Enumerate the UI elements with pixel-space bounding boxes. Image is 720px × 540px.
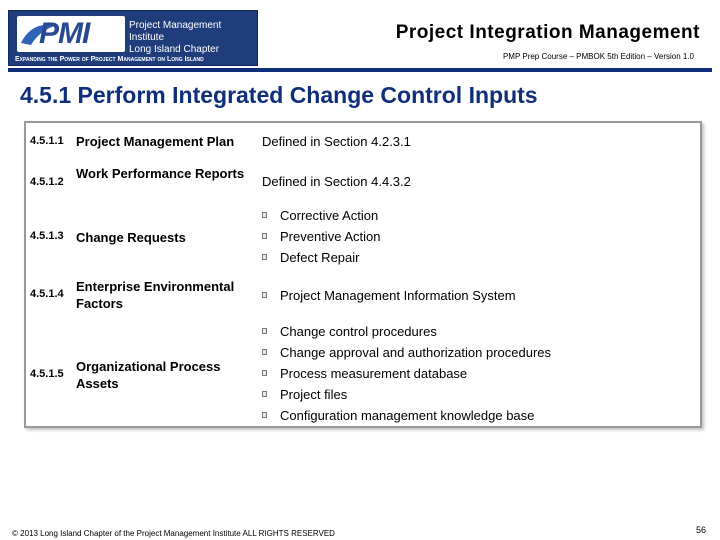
list-item-text: Project Management Information System [280,288,516,303]
swoosh-icon [21,24,57,45]
list-item: Defect Repair [262,247,380,268]
list-item: Configuration management knowledge base [262,405,551,426]
list-item: Change control procedures [262,321,551,342]
row-number: 4.5.1.1 [30,135,64,147]
list-item-text: Corrective Action [280,208,379,223]
pmi-logo-mark: PMI [17,16,125,52]
copyright-footer: © 2013 Long Island Chapter of the Projec… [12,529,335,538]
table-row: 4.5.1.3 Change Requests Corrective Actio… [26,205,700,271]
row-value: Defined in Section 4.4.3.2 [262,174,411,189]
header-subtitle: PMP Prep Course – PMBOK 5th Edition – Ve… [502,52,694,61]
bullet-icon [262,328,267,334]
bullet-icon [262,412,267,418]
table-row: 4.5.1.4 Enterprise Environmental Factors… [26,273,700,319]
list-item: Change approval and authorization proced… [262,342,551,363]
table-row: 4.5.1.1 Project Management Plan Defined … [26,123,700,161]
logo-tagline: Expanding the Power of Project Managemen… [15,56,204,63]
list-item-text: Process measurement database [280,366,468,381]
bullet-icon [262,212,267,218]
row-name: Project Management Plan [76,134,235,149]
row-number: 4.5.1.3 [30,230,64,242]
table-row: 4.5.1.5 Organizational Process Assets Ch… [26,321,700,427]
list-item: Process measurement database [262,363,551,384]
bullet-list: Change control procedures Change approva… [262,321,551,426]
logo-letters: PMI [39,17,90,50]
page-number: 56 [695,525,706,535]
logo-org-line2: Long Island Chapter [129,44,220,55]
list-item-text: Preventive Action [280,229,381,244]
pmi-logo: PMI Project Management Institute Long Is… [8,10,258,66]
header-title: Project Integration Management [395,22,700,43]
slide-title: 4.5.1 Perform Integrated Change Control … [20,82,538,108]
bullet-icon [262,254,267,260]
inputs-table: 4.5.1.1 Project Management Plan Defined … [24,121,702,428]
row-value: Defined in Section 4.2.3.1 [262,134,411,149]
header-divider [8,68,712,72]
list-item-text: Change approval and authorization proced… [280,345,552,360]
bullet-icon [262,349,267,355]
row-number: 4.5.1.4 [30,288,64,300]
list-item: Preventive Action [262,226,380,247]
row-name: Work Performance Reports [76,166,245,181]
row-name: Change Requests [76,230,186,245]
list-item-text: Project files [280,387,348,402]
row-number: 4.5.1.2 [30,176,64,188]
logo-org-line1: Project Management Institute [129,20,222,43]
bullet-icon [262,233,267,239]
list-item-text: Defect Repair [280,250,360,265]
row-name: Organizational Process Assets [76,359,221,391]
bullet-icon [262,292,267,298]
list-item: Project Management Information System [262,285,516,306]
list-item-text: Change control procedures [280,324,437,339]
logo-org-name: Project Management Institute Long Island… [129,20,255,56]
list-item-text: Configuration management knowledge base [280,408,535,423]
bullet-list: Project Management Information System [262,285,516,306]
row-name: Enterprise Environmental Factors [76,279,235,311]
list-item: Project files [262,384,551,405]
bullet-icon [262,370,267,376]
table-row: 4.5.1.2 Work Performance Reports Defined… [26,161,700,209]
list-item: Corrective Action [262,205,380,226]
row-number: 4.5.1.5 [30,368,64,380]
bullet-list: Corrective Action Preventive Action Defe… [262,205,380,268]
bullet-icon [262,391,267,397]
